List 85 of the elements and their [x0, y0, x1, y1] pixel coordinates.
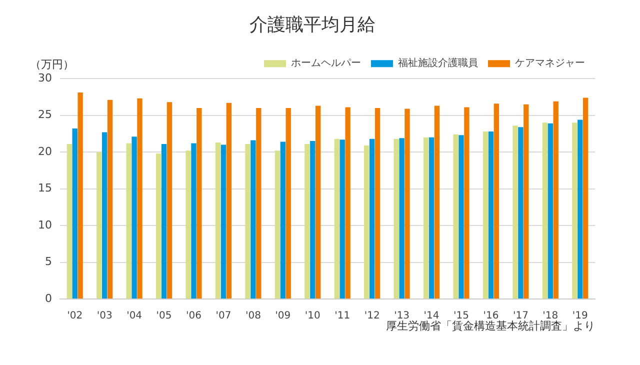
- x-tick-label: '03: [96, 310, 112, 322]
- bar: [191, 143, 196, 298]
- x-tick-label: '02: [67, 310, 83, 322]
- bar: [280, 142, 286, 298]
- x-tick-label: '17: [512, 310, 528, 322]
- bar: [334, 138, 340, 298]
- bar: [96, 152, 102, 298]
- x-tick-label: '09: [275, 310, 291, 322]
- bar: [250, 140, 256, 298]
- bar: [196, 108, 202, 298]
- bar: [126, 143, 132, 298]
- x-tick-label: '05: [156, 310, 172, 322]
- bar: [102, 132, 108, 298]
- bar: [542, 122, 548, 298]
- bar: [428, 137, 434, 298]
- bar: [399, 138, 404, 298]
- bar: [524, 104, 529, 298]
- text: 厚生労働省「賃金構造基本統計調査」より: [386, 319, 595, 332]
- bar: [156, 154, 162, 298]
- bar: [107, 100, 113, 298]
- bar: [245, 144, 250, 298]
- bar: [72, 128, 78, 298]
- bar: [423, 137, 429, 298]
- y-tick-label: 30: [38, 71, 52, 84]
- bar: [464, 107, 470, 298]
- bar: [316, 106, 321, 298]
- x-tick-label: '11: [334, 310, 350, 322]
- bar: [578, 120, 583, 298]
- x-tick-label: '16: [483, 310, 499, 322]
- bar: [518, 127, 524, 298]
- x-tick-label: '06: [186, 310, 202, 322]
- x-tick-label: '19: [572, 310, 588, 322]
- bar: [304, 144, 310, 298]
- bar: [374, 108, 380, 298]
- bar: [78, 92, 83, 298]
- bar: [310, 141, 316, 298]
- bar: [256, 108, 262, 298]
- bar: [137, 98, 142, 298]
- x-tick-label: '18: [542, 310, 558, 322]
- bar: [132, 136, 137, 298]
- bar: [453, 134, 458, 298]
- x-tick-label: '13: [394, 310, 410, 322]
- x-tick-label: '15: [454, 310, 469, 322]
- y-tick-label: 25: [38, 108, 52, 122]
- bar: [215, 142, 221, 298]
- y-tick-label: 10: [38, 218, 52, 232]
- bar: [364, 145, 370, 298]
- bar: [66, 144, 72, 298]
- y-axis-title: （万円）: [30, 58, 74, 71]
- y-tick-label: 20: [38, 144, 52, 158]
- bar: [553, 101, 558, 298]
- bar: [458, 135, 464, 298]
- legend-label: ケアマネジャー: [515, 58, 585, 70]
- bar: [494, 104, 500, 298]
- bar: [404, 108, 410, 298]
- bar: [345, 107, 350, 298]
- x-tick-label: '07: [216, 310, 232, 322]
- x-tick-label: '10: [304, 310, 320, 322]
- bar: [512, 126, 518, 298]
- bar: [220, 144, 226, 298]
- bar: [369, 138, 375, 298]
- bar: [226, 102, 232, 298]
- bar: [572, 122, 578, 298]
- x-tick-label: '08: [245, 310, 261, 322]
- y-tick-label: 5: [44, 255, 52, 268]
- bar: [583, 98, 588, 298]
- bar: [166, 102, 172, 298]
- bar: [482, 131, 488, 298]
- bar: [394, 138, 399, 298]
- legend-label: 福祉施設介護職員: [398, 57, 478, 70]
- y-tick-label: 15: [38, 182, 52, 195]
- bar: [161, 144, 167, 298]
- bar: [434, 106, 440, 298]
- x-tick-label: '14: [424, 310, 440, 322]
- chart-title: 介護職平均月給: [250, 14, 376, 36]
- bar: [274, 150, 280, 298]
- bar: [340, 140, 345, 298]
- legend-label: ホームヘルパー: [291, 58, 361, 70]
- bar: [286, 108, 291, 298]
- y-tick-label: 0: [44, 292, 52, 305]
- bar: [488, 131, 494, 298]
- x-tick-label: '04: [126, 310, 142, 322]
- x-tick-label: '12: [364, 310, 380, 322]
- bar: [186, 150, 191, 298]
- bar: [548, 123, 554, 298]
